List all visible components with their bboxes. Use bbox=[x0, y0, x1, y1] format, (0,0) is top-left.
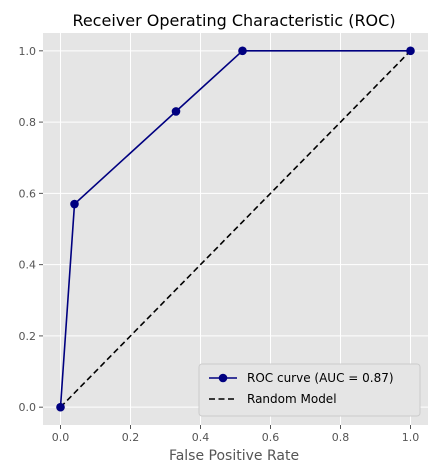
y-tick-label: 0.2 bbox=[19, 330, 37, 343]
y-tick-label: 0.0 bbox=[19, 401, 37, 414]
legend-box bbox=[198, 363, 421, 417]
y-tick-label: 0.4 bbox=[19, 259, 37, 272]
x-axis-label: False Positive Rate bbox=[169, 448, 299, 464]
legend-random-model-label: Random Model bbox=[247, 392, 337, 406]
x-tick-label: 0.4 bbox=[192, 431, 210, 444]
y-tick-label: 0.8 bbox=[19, 116, 37, 129]
roc-curve-point bbox=[171, 107, 181, 116]
grid-lines bbox=[43, 33, 428, 425]
legend: ROC curve (AUC = 0.87) Random Model bbox=[198, 363, 421, 417]
random-model-line bbox=[59, 50, 412, 408]
roc-curve-point bbox=[406, 46, 415, 56]
series-layer bbox=[56, 46, 415, 412]
x-tick-label: 1.0 bbox=[402, 431, 420, 444]
roc-curve-point bbox=[56, 402, 65, 412]
tick-labels: 0.0 0.2 0.4 0.6 0.8 1.0 0.0 0.2 0.4 0.6 0.8 1.0 bbox=[19, 45, 420, 444]
chart-title: Receiver Operating Characteristic (ROC) bbox=[72, 11, 395, 30]
y-tick-label: 0.6 bbox=[19, 187, 37, 200]
x-tick-label: 0.8 bbox=[332, 431, 350, 444]
legend-roc-curve-label: ROC curve (AUC = 0.87) bbox=[247, 371, 394, 385]
x-tick-label: 0.0 bbox=[52, 431, 70, 444]
legend-roc-curve-marker bbox=[218, 373, 228, 383]
roc-curve-point bbox=[238, 46, 247, 56]
roc-curve-point bbox=[70, 199, 79, 209]
y-tick-label: 1.0 bbox=[19, 45, 37, 58]
x-tick-label: 0.2 bbox=[122, 431, 140, 444]
x-tick-label: 0.6 bbox=[262, 431, 280, 444]
